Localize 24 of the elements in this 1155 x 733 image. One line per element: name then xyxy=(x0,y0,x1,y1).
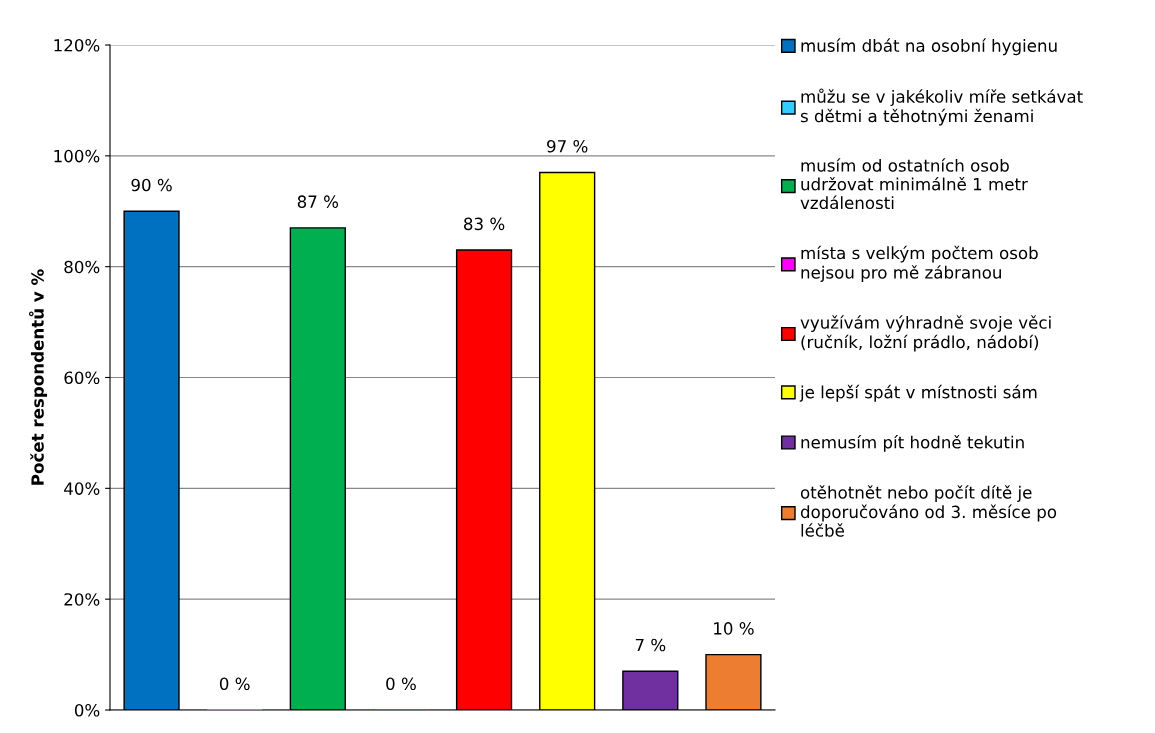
y-tick-label: 100% xyxy=(54,149,100,163)
data-label: 0 % xyxy=(219,677,250,691)
y-tick-label: 80% xyxy=(64,260,100,274)
legend-label: místa s velkým počtem osob nejsou pro mě zábranou xyxy=(801,245,1038,282)
y-tick-label: 40% xyxy=(64,482,100,495)
legend-label: musím dbát na osobní hygienu xyxy=(801,38,1057,56)
legend-label: nemusím pít hodně tekutin xyxy=(801,435,1024,452)
y-tick-label: 20% xyxy=(64,593,100,606)
y-tick-label: 0% xyxy=(74,703,100,717)
legend-label: je lepší spát v místnosti sám xyxy=(799,384,1037,402)
data-label: 7 % xyxy=(635,638,666,652)
y-axis-title: Počet respondentů v % xyxy=(28,269,48,485)
data-label: 83 % xyxy=(464,217,505,231)
data-label: 0 % xyxy=(386,677,416,691)
legend-label: otěhotnět nebo počít dítě je doporučováno od 3. měsíce po léčbě xyxy=(800,485,1057,537)
data-label: 97 % xyxy=(547,139,588,153)
legend-label: využívám výhradně svoje věci (ručník, ložní prádlo, nádobí) xyxy=(800,315,1051,352)
data-label: 87 % xyxy=(297,195,339,208)
y-tick-label: 60% xyxy=(64,371,100,385)
y-tick-label: 120% xyxy=(54,38,100,52)
legend-label: musím od ostatních osob udržovat minimálně 1 metr vzdálenosti xyxy=(800,158,1028,210)
legend-label: můžu se v jakékoliv míře setkávat s dětmi a těhotnými ženami xyxy=(800,88,1083,126)
data-label: 10 % xyxy=(714,622,754,635)
data-label: 90 % xyxy=(131,178,172,192)
